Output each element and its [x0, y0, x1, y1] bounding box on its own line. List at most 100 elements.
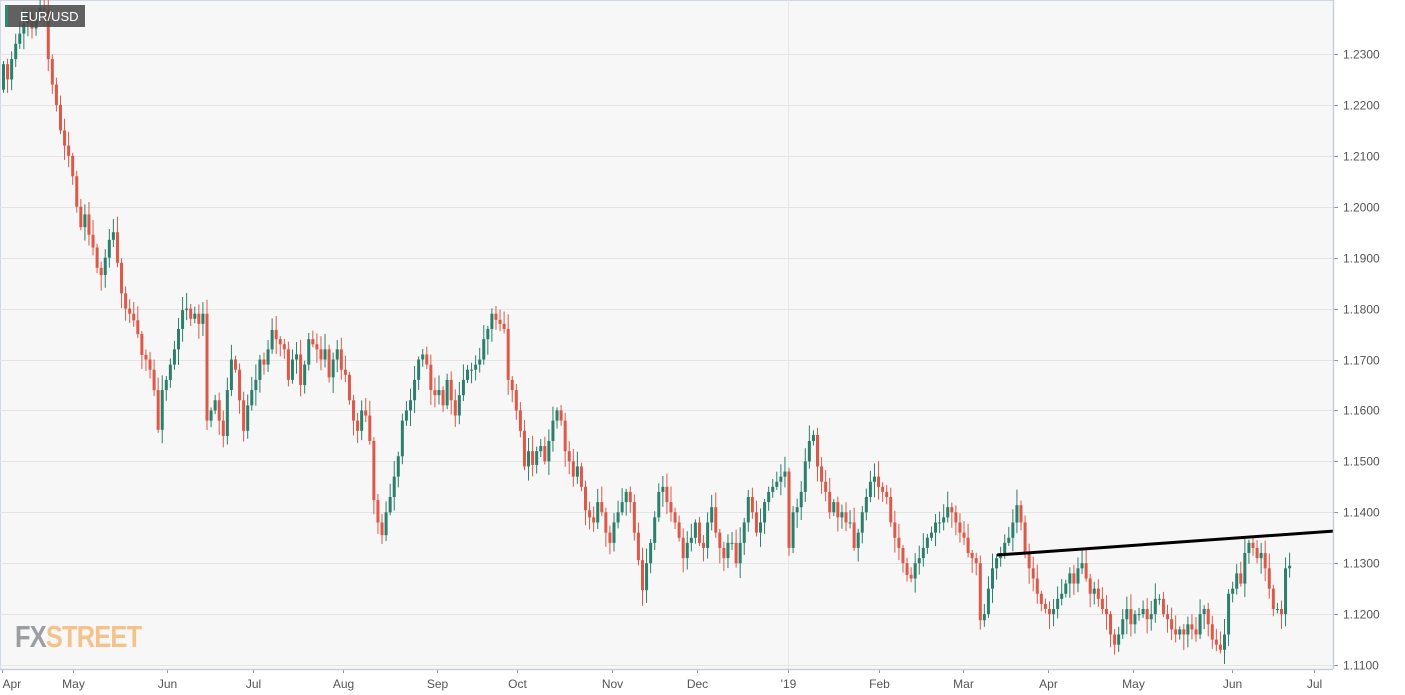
- candle-body: [974, 558, 978, 564]
- candle-body: [820, 466, 824, 482]
- candle: [124, 286, 128, 321]
- candle-body: [885, 491, 889, 498]
- candle-body: [640, 560, 644, 591]
- candle: [763, 499, 767, 534]
- candle: [893, 510, 897, 553]
- candle: [1149, 600, 1153, 631]
- candle: [347, 371, 351, 405]
- candle: [449, 371, 453, 415]
- candle: [571, 448, 575, 487]
- candle-body: [189, 308, 193, 319]
- candle-body: [54, 84, 58, 105]
- candle: [844, 502, 848, 532]
- candle-body: [828, 491, 832, 513]
- x-tick-label: Sep: [427, 677, 449, 691]
- candle-body: [1125, 609, 1129, 620]
- candle: [474, 355, 478, 381]
- candle: [1068, 567, 1072, 598]
- candle: [1198, 599, 1202, 639]
- candle-body: [356, 420, 360, 431]
- candle-body: [1223, 634, 1226, 650]
- candle: [706, 512, 710, 559]
- candle-body: [685, 542, 689, 559]
- y-tick-label: 1.1300: [1343, 557, 1380, 571]
- candle-body: [628, 491, 632, 503]
- candle: [824, 470, 828, 502]
- candle: [461, 364, 465, 402]
- candle-body: [632, 502, 636, 533]
- candle-body: [547, 440, 551, 462]
- candle-body: [714, 507, 718, 533]
- candle-body: [661, 486, 665, 492]
- candle-body: [87, 214, 91, 235]
- candle: [779, 464, 783, 496]
- candle: [1194, 616, 1198, 642]
- candle: [331, 352, 335, 393]
- candle: [278, 336, 282, 357]
- candle: [50, 54, 54, 94]
- candle-body: [433, 390, 437, 396]
- candle: [697, 517, 701, 546]
- candle-body: [624, 491, 628, 503]
- candle: [604, 507, 608, 547]
- candle: [547, 429, 551, 475]
- candle-body: [1255, 547, 1259, 559]
- candle-body: [718, 532, 722, 548]
- candle: [970, 549, 974, 574]
- y-tick-label: 1.2300: [1343, 48, 1380, 62]
- candle: [1174, 615, 1178, 643]
- candle-body: [771, 486, 775, 492]
- candle-body: [832, 502, 836, 513]
- candle: [848, 510, 852, 529]
- candle: [885, 484, 889, 505]
- candle-body: [368, 415, 372, 441]
- candle: [250, 376, 254, 411]
- x-tick-label: Apr: [3, 677, 22, 691]
- candle-body: [1133, 614, 1137, 625]
- candle-body: [807, 440, 811, 462]
- candle: [510, 376, 514, 403]
- candle-body: [588, 510, 592, 518]
- x-tick-label: Jul: [1307, 677, 1322, 691]
- y-tick-label: 1.1900: [1343, 252, 1380, 266]
- candle: [1137, 607, 1141, 621]
- candle: [934, 513, 938, 547]
- candle: [380, 513, 384, 544]
- candle-body: [233, 359, 237, 370]
- candle: [657, 483, 661, 522]
- candle: [689, 523, 693, 552]
- candle-body: [67, 145, 71, 156]
- candle-body: [653, 517, 657, 543]
- candle: [2, 61, 5, 93]
- candle: [596, 488, 600, 530]
- candle-body: [921, 547, 925, 559]
- candle-body: [1096, 588, 1100, 599]
- candle: [1121, 609, 1125, 639]
- candle-body: [1263, 553, 1267, 569]
- candle: [343, 355, 347, 383]
- candle-body: [360, 410, 364, 431]
- candle: [799, 481, 803, 520]
- candle-body: [775, 481, 779, 487]
- candle-body: [311, 339, 315, 345]
- candle: [1247, 539, 1251, 564]
- y-tick-label: 1.1100: [1343, 659, 1379, 673]
- candle-body: [120, 262, 124, 294]
- candle: [1015, 489, 1019, 534]
- candle: [1190, 614, 1194, 640]
- candle: [889, 487, 893, 527]
- candle-body: [404, 410, 408, 421]
- candle-body: [514, 390, 518, 411]
- candle-body: [1210, 624, 1214, 640]
- candle-body: [750, 497, 754, 513]
- candle-body: [982, 614, 986, 621]
- candle: [172, 340, 176, 370]
- candle-body: [783, 471, 787, 477]
- candle: [425, 346, 429, 370]
- candle: [213, 394, 217, 415]
- logo-street: STREET: [45, 619, 142, 654]
- candle-body: [596, 502, 600, 523]
- candle-body: [657, 491, 661, 518]
- candle-body: [1047, 609, 1051, 615]
